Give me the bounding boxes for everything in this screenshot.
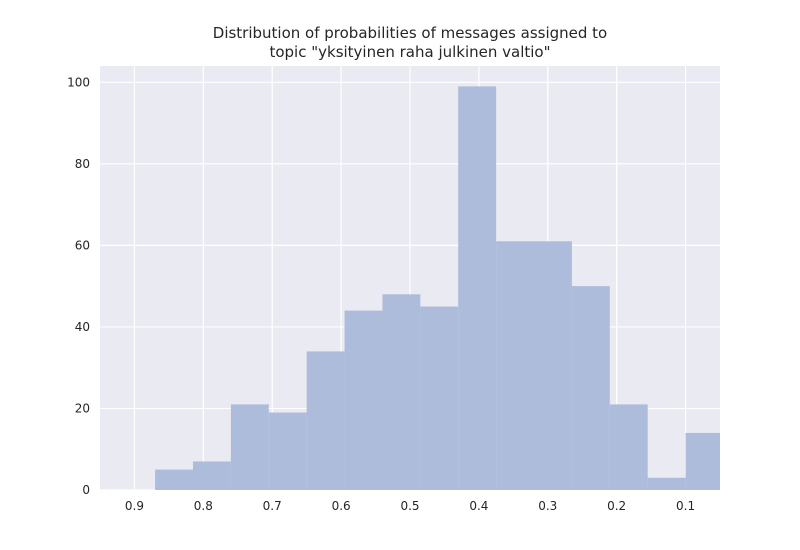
y-tick-label: 100 xyxy=(67,75,90,89)
x-tick-label: 0.4 xyxy=(469,499,488,513)
x-axis-tick-labels: 0.9 0.8 0.7 0.6 0.5 0.4 0.3 0.2 0.1 xyxy=(125,499,695,513)
histogram-bar xyxy=(344,310,383,490)
histogram-bar xyxy=(534,241,572,490)
histogram-bar xyxy=(496,241,534,490)
histogram-bar xyxy=(609,404,648,490)
histogram-bar xyxy=(155,469,193,490)
histogram-bars xyxy=(155,86,720,490)
chart-title: Distribution of probabilities of message… xyxy=(0,24,800,62)
chart-title-line-2: topic "yksityinen raha julkinen valtio" xyxy=(269,43,551,61)
x-tick-label: 0.7 xyxy=(263,499,282,513)
y-tick-label: 0 xyxy=(82,483,90,497)
histogram-bar xyxy=(306,351,345,490)
histogram-bar xyxy=(571,286,610,490)
histogram-bar xyxy=(230,404,269,490)
histogram-bar xyxy=(382,294,421,490)
histogram-bar xyxy=(193,461,231,490)
histogram-bar xyxy=(420,306,459,490)
y-tick-label: 80 xyxy=(75,157,90,171)
y-tick-label: 60 xyxy=(75,238,90,252)
y-tick-label: 20 xyxy=(75,401,90,415)
histogram-bar xyxy=(268,412,307,490)
x-tick-label: 0.2 xyxy=(607,499,626,513)
histogram-bar xyxy=(458,86,497,490)
histogram-bar xyxy=(685,432,720,490)
histogram-bar xyxy=(647,477,686,490)
x-tick-label: 0.5 xyxy=(400,499,419,513)
x-tick-label: 0.6 xyxy=(332,499,351,513)
y-axis-tick-labels: 0 20 40 60 80 100 xyxy=(67,75,90,497)
y-tick-label: 40 xyxy=(75,320,90,334)
x-tick-label: 0.9 xyxy=(125,499,144,513)
chart-title-line-1: Distribution of probabilities of message… xyxy=(212,24,608,42)
x-tick-label: 0.8 xyxy=(194,499,213,513)
x-tick-label: 0.3 xyxy=(538,499,557,513)
x-tick-label: 0.1 xyxy=(676,499,695,513)
